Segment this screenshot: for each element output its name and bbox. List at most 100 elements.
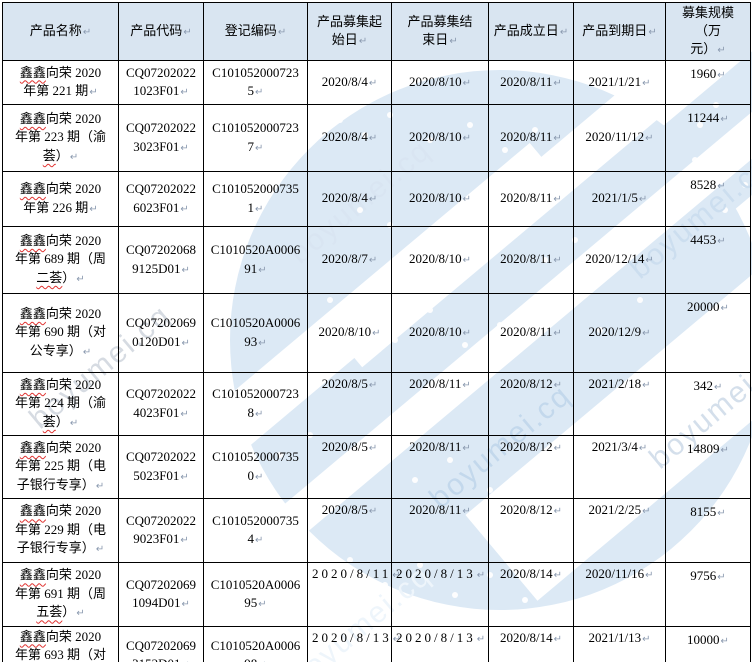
col-header-label: 产品到期日 [582, 23, 648, 39]
date-value: 2020/8/11 [500, 324, 553, 340]
col-header-label: 登记编码 [224, 23, 277, 39]
product-code-cell: CQ072020690120D01↵ [118, 292, 204, 373]
end-of-cell-mark: ↵ [95, 544, 105, 556]
product-code: CQ072020226023F01↵ [125, 181, 197, 215]
product-code: CQ072020689125D01↵ [125, 242, 197, 276]
misspell-wavy-segment: 鑫鑫 [19, 567, 46, 583]
table-row: 鑫鑫向荣 2020 年第 689 期（周二荟）↵ CQ072020689125D0… [2, 225, 751, 294]
end-of-cell-mark: ↵ [89, 203, 98, 215]
end-of-cell-mark: ↵ [462, 379, 471, 391]
end-of-cell-mark: ↵ [358, 36, 368, 48]
date-value: 2020/8/10 [408, 129, 462, 145]
end-of-cell-mark: ↵ [258, 337, 267, 349]
raise-scale-cell: 20000↵ [665, 292, 751, 373]
end-of-cell-mark: ↵ [82, 346, 92, 358]
end-of-cell-mark: ↵ [462, 328, 472, 340]
date-value: 2021/1/13 [588, 629, 642, 645]
product-name-cell: 鑫鑫向荣 2020 年第 691 期（周五荟）↵ [2, 561, 119, 627]
product-code-cell: CQ072020689125D01↵ [118, 225, 204, 294]
product-name: 鑫鑫向荣 2020 年第 225 期（电子银行专享）↵ [13, 439, 109, 494]
col-header-label: 产品成立日 [493, 23, 559, 39]
registration-code-cell: C1010520007238↵ [203, 371, 308, 436]
date-value: 2020/8/7 [321, 251, 368, 267]
raise-scale-value: 8528 [690, 176, 717, 192]
date-value: 2020/8/14 [499, 629, 553, 645]
end-of-cell-mark: ↵ [717, 45, 726, 57]
date-value: 2020/8/4 [321, 129, 368, 145]
product-name: 鑫鑫向荣 2020 年第 229 期（电子银行专享）↵ [13, 502, 109, 557]
raise-end-cell: 2020/8/11↵ [391, 434, 489, 499]
end-of-cell-mark: ↵ [553, 379, 563, 391]
end-of-cell-mark: ↵ [76, 608, 85, 620]
end-of-cell-mark: ↵ [181, 264, 190, 276]
col-header-label: 产品募集起 始日 [316, 14, 382, 48]
raise-end-cell: 2020/8/11↵ [391, 497, 489, 563]
establish-date-cell: 2020/8/12↵ [488, 497, 574, 563]
raise-scale-cell: 9756↵ [665, 561, 751, 627]
date-value: 2021/1/21 [588, 73, 642, 89]
end-of-cell-mark: ↵ [368, 505, 378, 517]
end-of-cell-mark: ↵ [717, 571, 726, 583]
misspell-wavy-segment: 二荟 [36, 269, 63, 285]
end-of-cell-mark: ↵ [645, 133, 654, 145]
maturity-date-cell: 2020/12/9↵ [573, 292, 666, 373]
end-of-cell-mark: ↵ [714, 381, 723, 393]
end-of-cell-mark: ↵ [183, 27, 192, 39]
product-code-cell: CQ072020221023F01↵ [118, 59, 204, 105]
end-of-cell-mark: ↵ [717, 180, 726, 192]
end-of-cell-mark: ↵ [95, 480, 105, 492]
product-name-cell: 鑫鑫向荣 2020 年第 693 期（对公专享）↵ [2, 625, 119, 662]
raise-scale-cell: 8528↵ [665, 170, 751, 227]
registration-code: C1010520A000698↵ [210, 637, 302, 662]
end-of-cell-mark: ↵ [720, 113, 729, 125]
product-code-cell: CQ072020223023F01↵ [118, 103, 204, 172]
name-segment: 向荣 2020 年第 223 期（渝 [14, 110, 106, 145]
date-value: 2020/8/11 [500, 251, 553, 267]
table-row: 鑫鑫向荣 2020 年第 690 期（对公专享）↵ CQ072020690120D… [2, 292, 751, 373]
date-value: 2021/1/5 [591, 190, 638, 206]
product-code: CQ072020223023F01↵ [125, 120, 197, 154]
maturity-date-cell: 2021/1/5↵ [573, 170, 666, 227]
date-value: 2020/11/12 [585, 129, 645, 145]
misspell-wavy-segment: 鑫鑫 [19, 503, 46, 519]
date-value: 2020/8/10 [318, 324, 372, 340]
product-name-cell: 鑫鑫向荣 2020 年第 224 期（渝荟）↵ [2, 371, 119, 436]
establish-date-cell: 2020/8/11↵ [488, 292, 574, 373]
misspell-wavy-segment: 鑫鑫 [19, 628, 46, 644]
end-of-cell-mark: ↵ [642, 328, 651, 340]
date-value: 2021/3/4 [591, 438, 638, 454]
registration-code-cell: C1010520007354↵ [203, 497, 308, 563]
end-of-cell-mark: ↵ [642, 77, 651, 89]
registration-code-cell: C1010520007350↵ [203, 434, 308, 499]
date-value: 2021/2/25 [588, 501, 642, 517]
raise-scale-value: 1960 [690, 65, 717, 81]
product-name: 鑫鑫向荣 2020 年第 690 期（对公专享）↵ [13, 305, 109, 360]
table-row: 鑫鑫向荣 2020 年第 225 期（电子银行专享）↵ CQ07202022502… [2, 434, 751, 499]
product-name: 鑫鑫向荣 2020 年第 224 期（渝荟）↵ [13, 376, 109, 431]
misspell-wavy-segment: 荟 [42, 147, 56, 163]
end-of-cell-mark: ↵ [368, 77, 378, 89]
date-value: 2020/8/10 [408, 324, 462, 340]
end-of-cell-mark: ↵ [642, 505, 651, 517]
registration-code: C1010520007354↵ [212, 512, 299, 547]
end-of-cell-mark: ↵ [180, 142, 189, 154]
misspell-wavy-segment: 五荟 [36, 604, 63, 620]
registration-code-cell: C1010520A000698↵ [203, 625, 308, 662]
product-name: 鑫鑫向荣 2020 年第 223 期（渝荟）↵ [13, 110, 109, 165]
product-code-cell: CQ072020693152D01↵ [118, 625, 204, 662]
raise-scale-value: 10000 [687, 631, 720, 647]
date-value: 2020/8/10 [408, 190, 462, 206]
raise-start-cell: 2020/8/11↵ [307, 561, 401, 627]
end-of-cell-mark: ↵ [258, 264, 267, 276]
registration-code-cell: C1010520007235↵ [203, 59, 308, 105]
end-of-cell-mark: ↵ [720, 444, 729, 456]
date-value: 2020/8/13 [312, 629, 392, 645]
maturity-date-cell: 2021/1/21↵ [573, 59, 666, 105]
end-of-cell-mark: ↵ [645, 569, 654, 581]
raise-start-cell: 2020/8/7↵ [307, 225, 392, 294]
registration-code: C1010520A000695↵ [210, 576, 301, 611]
product-code-cell: CQ072020226023F01↵ [118, 170, 204, 227]
raise-start-cell: 2020/8/5↵ [307, 434, 392, 499]
product-code-cell: CQ072020691094D01↵ [118, 561, 204, 627]
